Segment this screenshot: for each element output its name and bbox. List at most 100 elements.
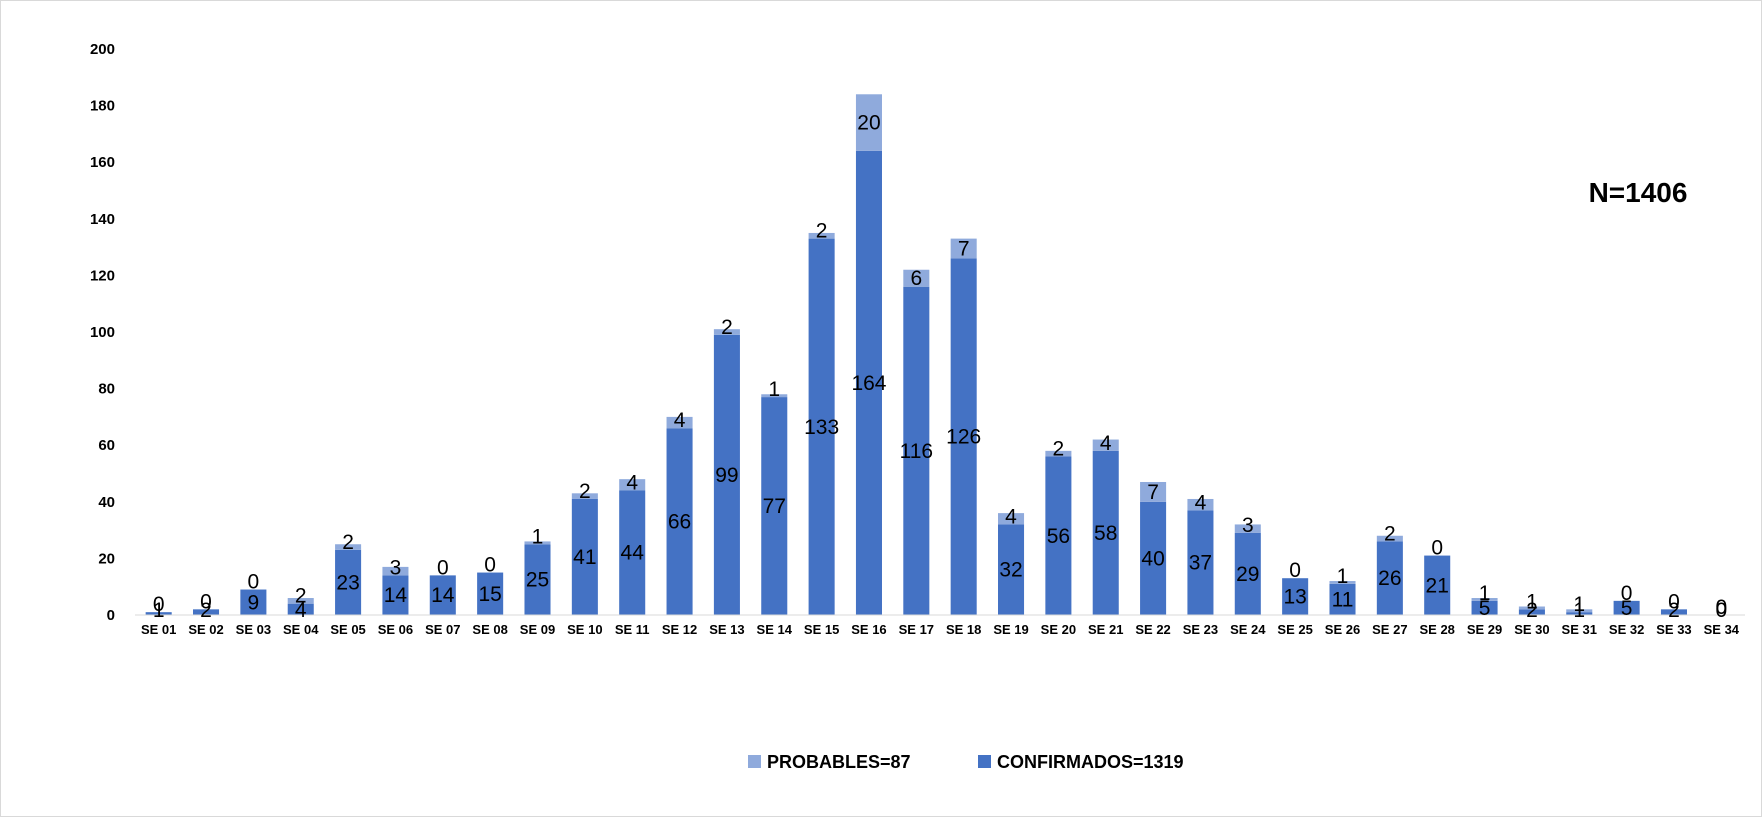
bar-probables — [903, 269, 930, 287]
x-tick-label: SE 11 — [615, 622, 650, 637]
total-annotation: N=1406 — [1589, 177, 1688, 208]
x-tick-label: SE 07 — [425, 622, 460, 637]
data-label-confirmados: 2 — [1526, 599, 1538, 622]
x-tick-label: SE 21 — [1088, 622, 1123, 637]
bar-probables — [998, 513, 1025, 525]
data-label-probables: 0 — [1289, 559, 1301, 582]
x-tick-label: SE 17 — [899, 622, 934, 637]
bar-probables — [1140, 481, 1167, 502]
bar-probables — [1045, 450, 1072, 457]
data-label-probables: 4 — [626, 471, 638, 494]
data-label-confirmados: 26 — [1378, 567, 1401, 590]
data-label-probables: 0 — [1431, 537, 1443, 560]
bar-probables — [1518, 606, 1545, 610]
x-tick-label: SE 33 — [1656, 622, 1691, 637]
data-label-probables: 4 — [1195, 491, 1207, 514]
bar-probables — [1234, 524, 1261, 533]
data-label-confirmados: 15 — [478, 583, 501, 606]
x-tick-label: SE 27 — [1372, 622, 1407, 637]
x-tick-label: SE 23 — [1183, 622, 1218, 637]
x-tick-label: SE 19 — [993, 622, 1028, 637]
x-tick-label: SE 05 — [330, 622, 365, 637]
bar-probables — [1471, 598, 1498, 601]
data-label-probables: 3 — [1242, 514, 1254, 537]
bar-confirmados — [1045, 456, 1072, 615]
bar-confirmados — [1471, 600, 1498, 615]
y-tick-label: 0 — [107, 607, 115, 624]
bar-confirmados — [1092, 450, 1119, 615]
x-tick-label: SE 09 — [520, 622, 555, 637]
bar-confirmados — [998, 524, 1025, 615]
bars-group — [145, 94, 1687, 616]
bar-confirmados — [524, 544, 551, 615]
x-tick-label: SE 02 — [188, 622, 223, 637]
bar-confirmados — [382, 575, 409, 615]
y-tick-label: 160 — [90, 154, 115, 171]
bar-confirmados — [808, 238, 835, 616]
data-label-confirmados: 32 — [999, 559, 1022, 582]
x-tick-label: SE 28 — [1419, 622, 1454, 637]
data-label-confirmados: 126 — [946, 426, 981, 449]
x-tick-label: SE 25 — [1277, 622, 1312, 637]
y-tick-label: 20 — [98, 550, 115, 567]
data-label-confirmados: 9 — [248, 591, 260, 614]
data-label-probables: 0 — [248, 571, 260, 594]
x-tick-label: SE 15 — [804, 622, 839, 637]
bar-confirmados — [335, 549, 362, 615]
bar-confirmados — [429, 575, 456, 615]
data-label-probables: 7 — [958, 238, 970, 261]
y-axis: 0 20 40 60 80 100 120 140 160 180 200 — [90, 41, 115, 624]
data-label-confirmados: 58 — [1094, 522, 1117, 545]
data-label-probables: 1 — [532, 525, 544, 548]
legend-item-confirmados-label: CONFIRMADOS=1319 — [997, 752, 1184, 772]
x-tick-label: SE 22 — [1135, 622, 1170, 637]
x-axis: SE 01 SE 02 SE 03 SE 04 SE 05 SE 06 SE 07 SE 08… — [141, 622, 1740, 637]
bar-probables — [950, 238, 977, 259]
data-label-probables: 4 — [1005, 505, 1017, 528]
data-label-confirmados: 56 — [1047, 525, 1070, 548]
x-tick-label: SE 24 — [1230, 622, 1266, 637]
data-label-probables: 1 — [1479, 582, 1491, 605]
bar-confirmados — [1140, 501, 1167, 615]
bar-confirmados — [1234, 532, 1261, 615]
data-label-probables: 4 — [674, 409, 686, 432]
data-label-confirmados: 21 — [1426, 574, 1449, 597]
data-label-probables: 1 — [1337, 565, 1349, 588]
data-label-confirmados: 29 — [1236, 563, 1259, 586]
data-label-probables: 2 — [342, 531, 354, 554]
bar-probables — [666, 416, 693, 429]
bar-confirmados — [1282, 578, 1309, 615]
data-label-confirmados: 116 — [900, 440, 933, 463]
y-tick-label: 80 — [98, 381, 115, 398]
x-tick-label: SE 26 — [1325, 622, 1360, 637]
x-tick-label: SE 30 — [1514, 622, 1549, 637]
data-label-probables: 2 — [721, 316, 733, 339]
bar-probables — [571, 493, 598, 499]
y-tick-label: 180 — [90, 98, 115, 115]
bar-confirmados — [761, 397, 788, 615]
data-label-confirmados: 44 — [621, 542, 645, 565]
y-tick-label: 120 — [90, 267, 115, 284]
data-label-confirmados: 14 — [431, 584, 455, 607]
bar-confirmados — [950, 258, 977, 615]
y-tick-label: 60 — [98, 437, 115, 454]
data-label-confirmados: 66 — [668, 511, 691, 534]
bar-probables — [808, 232, 835, 239]
x-tick-label: SE 14 — [757, 622, 793, 637]
bar-confirmados — [1424, 555, 1451, 615]
data-label-confirmados: 13 — [1283, 586, 1306, 609]
data-label-confirmados: 1 — [1573, 599, 1585, 622]
data-label-probables: 1 — [1526, 590, 1538, 613]
data-label-confirmados: 41 — [573, 546, 596, 569]
bar-confirmados — [1376, 541, 1403, 615]
x-tick-label: SE 12 — [662, 622, 697, 637]
data-label-confirmados: 1 — [153, 599, 165, 622]
bar-confirmados — [477, 572, 504, 615]
x-tick-label: SE 04 — [283, 622, 319, 637]
bar-confirmados — [855, 150, 882, 615]
legend-item-probables-label: PROBABLES=87 — [767, 752, 911, 772]
bar-probables — [287, 598, 314, 604]
data-label-probables: 6 — [910, 267, 922, 290]
bar-confirmados — [287, 603, 314, 615]
data-label-confirmados: 40 — [1141, 547, 1164, 570]
